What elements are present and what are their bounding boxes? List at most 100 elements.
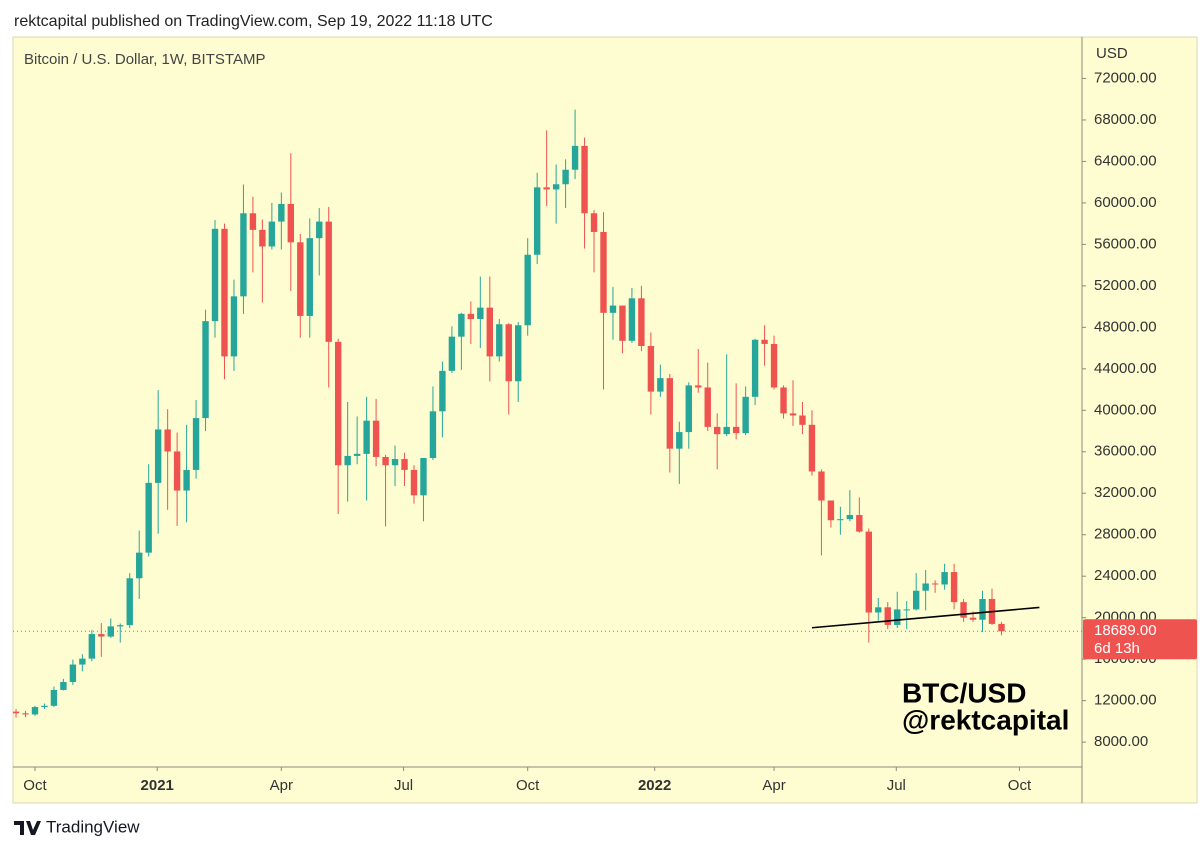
candle-body (685, 385, 692, 433)
candle-body (344, 455, 351, 466)
y-tick-label: 60000.00 (1094, 194, 1157, 211)
x-tick-label: 2021 (141, 777, 174, 794)
candle-body (960, 602, 967, 618)
candle-body (581, 145, 588, 214)
candle-body (420, 457, 427, 496)
candle-body (979, 599, 986, 620)
candle-body (126, 578, 133, 626)
candle-body (808, 424, 816, 472)
candle-body (230, 296, 238, 357)
currency-label: USD (1096, 45, 1128, 62)
candle-body (458, 313, 465, 337)
candle-body (306, 238, 313, 316)
candle-body (732, 426, 740, 434)
y-tick-label: 32000.00 (1094, 484, 1157, 501)
candle-body (884, 607, 891, 625)
candle-body (950, 572, 958, 603)
candle-body (770, 343, 778, 388)
candle-body (695, 385, 702, 388)
y-tick-label: 44000.00 (1094, 360, 1157, 377)
footer: TradingView (46, 817, 140, 836)
candle-body (666, 378, 674, 449)
candle-body (297, 242, 304, 316)
candle-body (467, 313, 475, 320)
y-tick-label: 72000.00 (1094, 69, 1157, 86)
candle-body (571, 145, 579, 170)
candle-body (723, 426, 730, 435)
candle-body (524, 254, 531, 326)
candle-body (875, 607, 882, 613)
candle-body (325, 221, 332, 342)
candle-body (448, 336, 456, 371)
candle-body (363, 420, 370, 454)
candle-body (391, 459, 399, 466)
candle-body (50, 689, 58, 706)
candle-body (477, 307, 484, 320)
candle-body (486, 307, 493, 357)
candle-body (657, 378, 664, 392)
candle-body (903, 609, 910, 611)
candle-body (714, 426, 721, 435)
header: rektcapital published on TradingView.com… (14, 13, 493, 30)
candle-body (552, 184, 560, 190)
candle-body (600, 231, 607, 313)
x-tick-label: Oct (23, 777, 47, 794)
x-tick-label: Jul (887, 777, 906, 794)
y-tick-label: 40000.00 (1094, 401, 1157, 418)
symbol-title: Bitcoin / U.S. Dollar, 1W, BITSTAMP (24, 51, 265, 68)
last-price-label: 18689.00 (1094, 622, 1157, 639)
x-tick-label: Oct (1008, 777, 1032, 794)
candle-body (628, 298, 636, 341)
y-tick-label: 8000.00 (1094, 733, 1148, 750)
candle-body (609, 305, 617, 313)
y-tick-label: 36000.00 (1094, 443, 1157, 460)
logo-icon (14, 821, 41, 835)
y-tick-label: 64000.00 (1094, 152, 1157, 169)
watermark: @rektcapital (902, 704, 1069, 735)
x-tick-label: 2022 (638, 777, 671, 794)
y-tick-label: 48000.00 (1094, 318, 1157, 335)
candle-body (676, 432, 683, 449)
candle-body (202, 321, 209, 419)
candle-body (278, 203, 285, 222)
y-tick-label: 56000.00 (1094, 235, 1157, 252)
candle-body (221, 228, 228, 357)
candle-body (799, 415, 806, 425)
x-tick-label: Apr (270, 777, 293, 794)
candle-body (98, 634, 105, 637)
candle-body (88, 634, 96, 659)
candle-body (259, 229, 266, 247)
candle-body (12, 711, 20, 714)
candle-body (856, 515, 863, 532)
countdown-label: 6d 13h (1094, 640, 1140, 657)
candle-body (31, 707, 39, 715)
candle-body (382, 456, 389, 466)
candle-body (837, 519, 844, 521)
candle-body (22, 713, 29, 715)
candle-body (401, 459, 408, 470)
candle-body (429, 411, 437, 458)
candle-body (515, 325, 522, 382)
candle-body (69, 664, 77, 682)
candle-body (894, 609, 901, 625)
candle-body (619, 305, 626, 341)
candle-body (287, 203, 295, 243)
candle-body (827, 500, 835, 521)
candle-body (505, 324, 512, 382)
candle-body (211, 228, 219, 322)
candle-body (818, 471, 825, 501)
footer-logo: TradingView (14, 817, 140, 836)
candle-body (638, 298, 645, 347)
candle-body (439, 370, 446, 412)
candle-body (164, 429, 171, 452)
candle-body (334, 341, 342, 466)
candle-body (107, 626, 114, 637)
candle-body (41, 705, 48, 708)
candle-body (780, 387, 787, 414)
candle-body (846, 515, 854, 520)
candle-body (789, 413, 797, 416)
candle-body (533, 187, 541, 255)
y-tick-label: 28000.00 (1094, 526, 1157, 543)
